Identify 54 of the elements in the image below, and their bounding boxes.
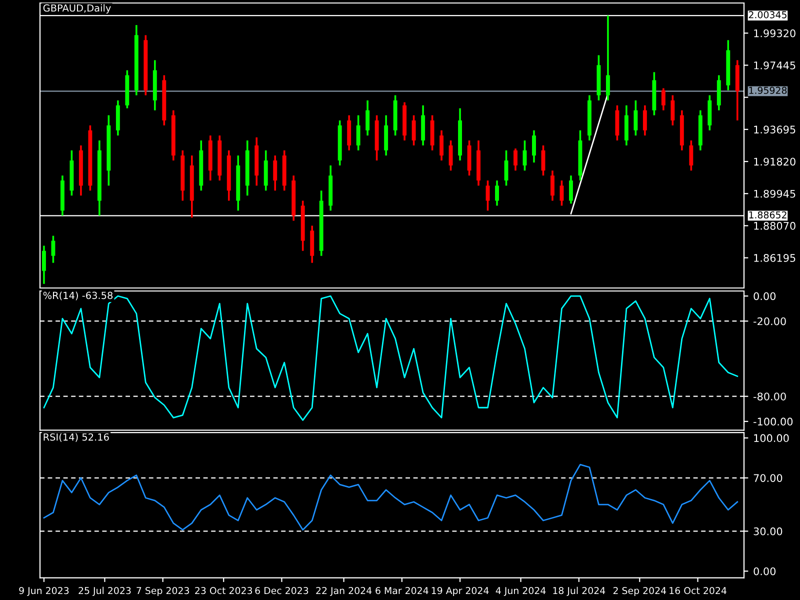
x-tick-label: 25 Jul 2023 — [78, 586, 131, 596]
candlestick — [568, 174, 573, 205]
candlestick — [42, 244, 46, 285]
line-series — [43, 464, 738, 531]
y-tick-label: 1.91820 — [754, 158, 796, 166]
candlestick — [495, 180, 499, 207]
chart-title: GBPAUD,Daily — [43, 4, 111, 14]
candlestick — [532, 129, 536, 164]
x-tick-label: 7 Sep 2023 — [136, 586, 190, 596]
candlestick — [642, 104, 647, 136]
candlestick — [670, 94, 675, 126]
y-tick-label: -20.00 — [754, 317, 786, 326]
candlestick — [560, 180, 564, 207]
y-tick-label: 0.00 — [754, 567, 776, 576]
y-tick-label: 100.00 — [754, 434, 789, 442]
candlestick — [440, 129, 444, 162]
y-tick-label: 1.99320 — [754, 29, 796, 38]
x-tick-label: 9 Jun 2023 — [19, 586, 69, 596]
y-tick-label: 1.88070 — [754, 222, 796, 230]
candlestick — [448, 140, 453, 172]
x-tick-label: 6 Mar 2024 — [376, 586, 428, 594]
x-tick-label: 19 Apr 2024 — [432, 586, 489, 596]
ref-line-label: 2.00345 — [748, 11, 786, 18]
y-tick-label: 1.93695 — [754, 126, 796, 134]
x-tick-label: 16 Oct 2024 — [670, 586, 726, 594]
candlestick — [273, 154, 278, 192]
chart-title: %R(14) -63.58 — [43, 292, 113, 300]
candlestick — [606, 14, 610, 102]
x-tick-label: 2 Sep 2024 — [613, 586, 666, 596]
y-tick-label: 1.89945 — [754, 190, 796, 198]
x-tick-label: 4 Jun 2024 — [496, 586, 546, 596]
candlestick — [661, 87, 666, 112]
x-tick-label: 23 Oct 2023 — [195, 586, 252, 594]
chart-title: RSI(14) 52.16 — [44, 433, 109, 442]
y-tick-label: -100.00 — [754, 418, 793, 426]
ref-line-label: 1.88652 — [749, 211, 786, 218]
candlestick — [356, 114, 360, 152]
y-tick-label: 1.86195 — [754, 254, 796, 262]
x-tick-label: 22 Jan 2024 — [316, 586, 372, 596]
candlestick — [412, 114, 416, 146]
candlestick — [51, 234, 56, 264]
candlestick — [514, 148, 518, 172]
candlestick — [550, 170, 554, 202]
y-tick-label: -80.00 — [754, 392, 786, 400]
x-tick-label: 6 Dec 2023 — [255, 586, 308, 594]
y-tick-label: 0.00 — [754, 292, 776, 300]
candlestick — [366, 99, 370, 136]
x-tick-label: 18 Jul 2024 — [553, 586, 606, 596]
ref-line-label: 1.95928 — [749, 86, 787, 94]
candlestick — [689, 140, 694, 172]
y-tick-label: 1.97445 — [754, 61, 796, 70]
candlestick — [634, 99, 638, 136]
y-tick-label: 70.00 — [754, 474, 782, 482]
y-tick-label: 30.00 — [754, 527, 782, 536]
